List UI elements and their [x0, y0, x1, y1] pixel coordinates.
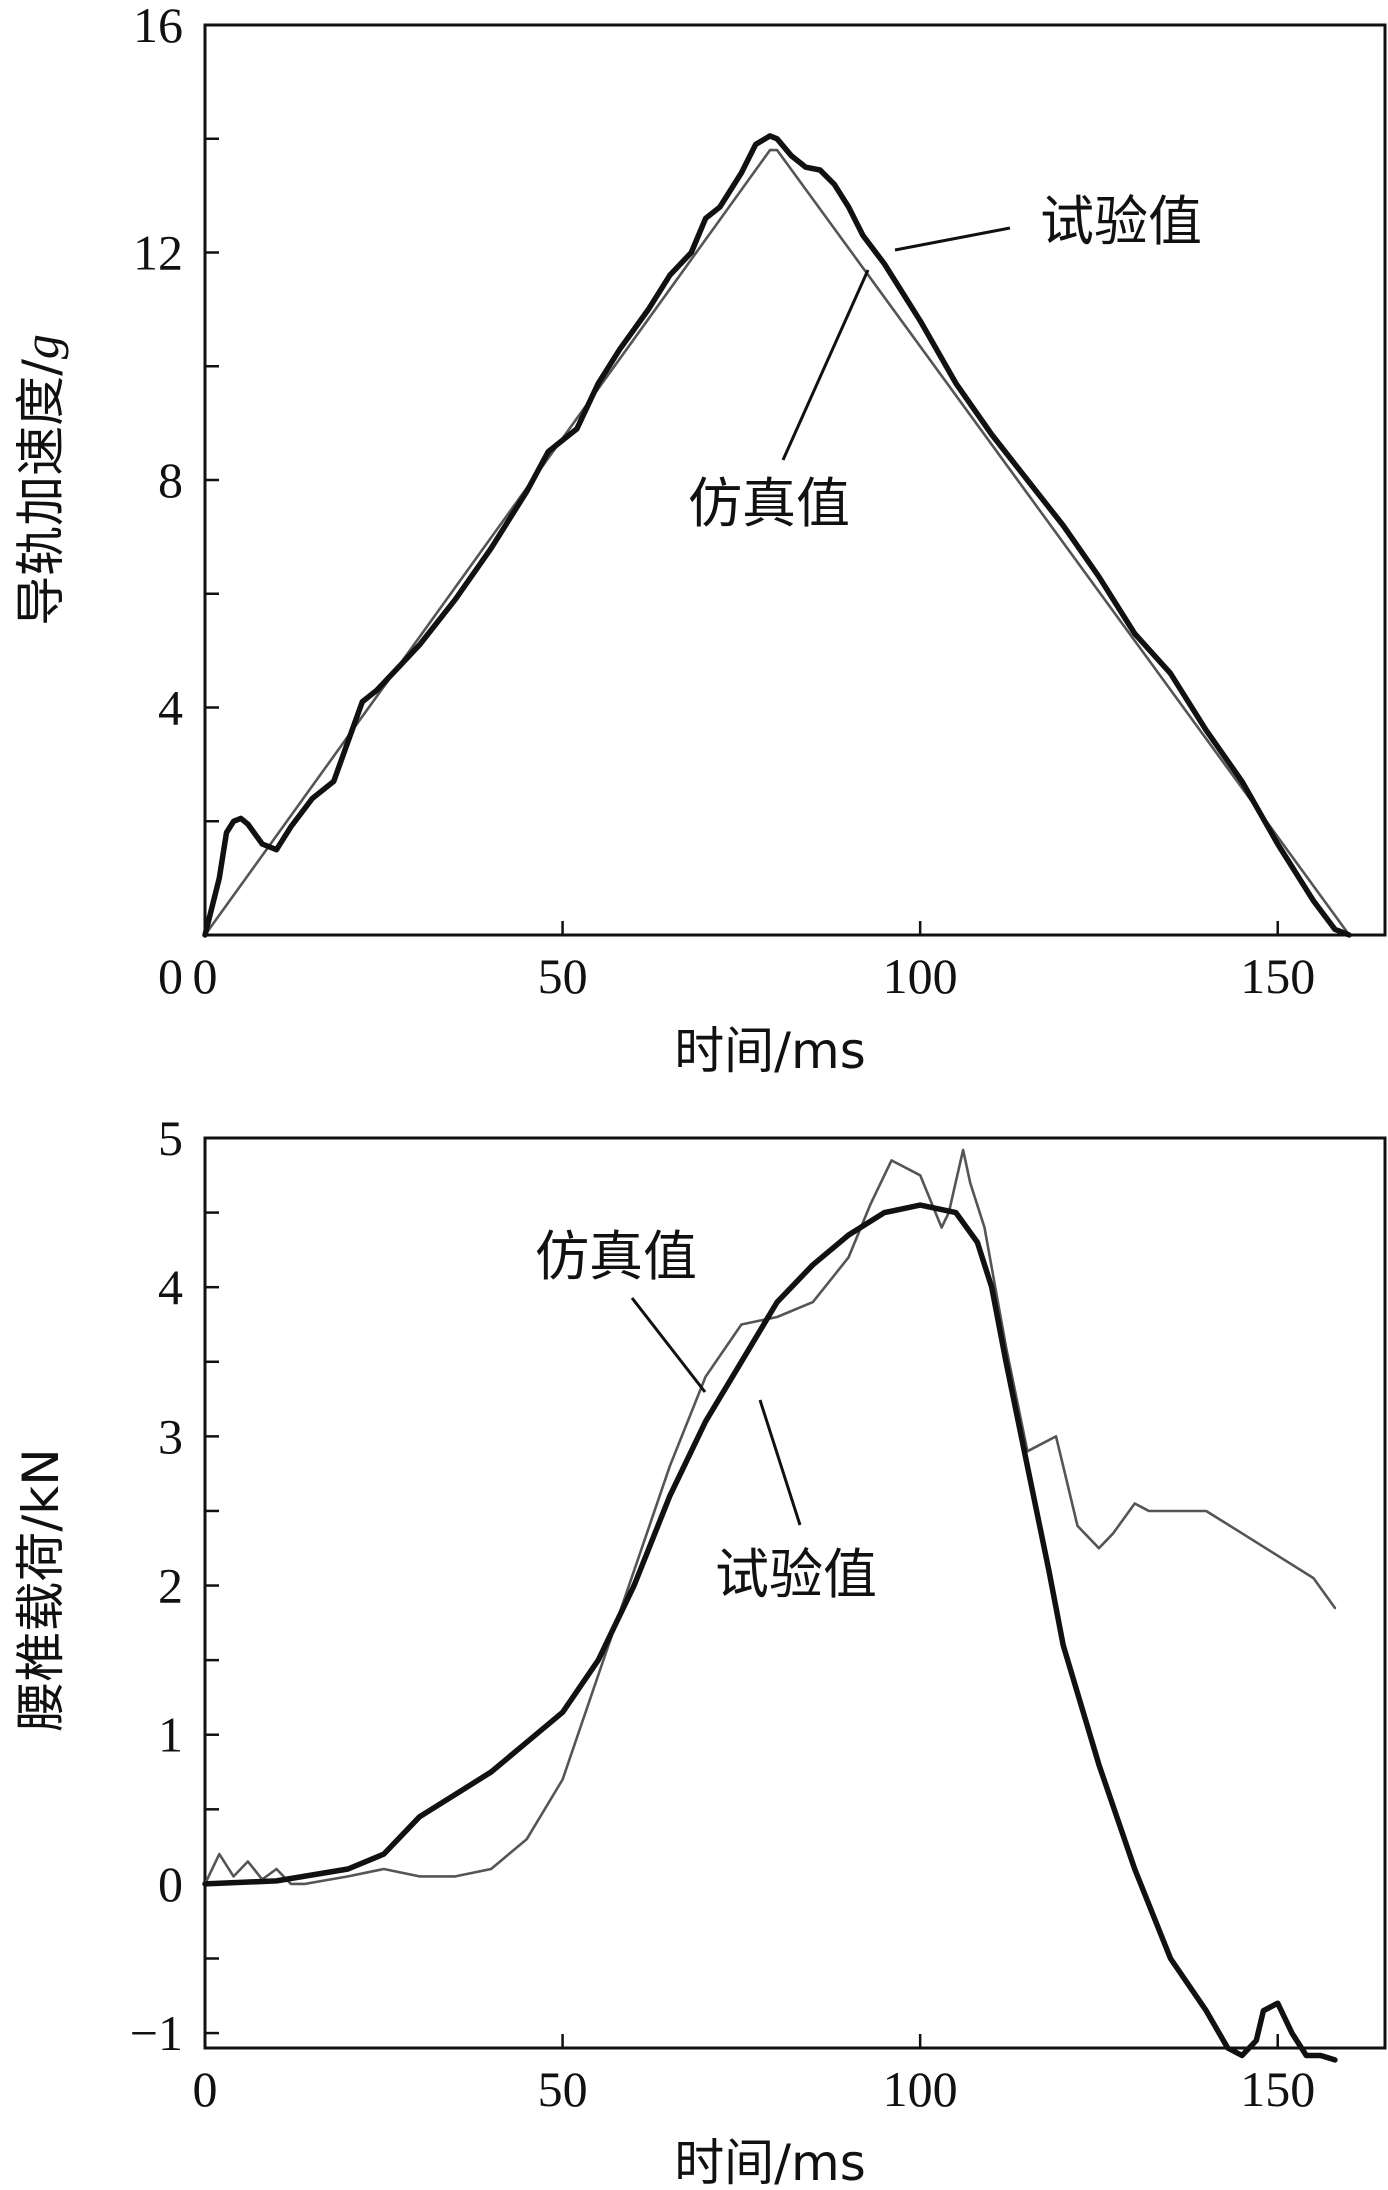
y-tick-label: 8 [158, 452, 183, 508]
x-tick-label: 100 [883, 948, 958, 1004]
tick-labels: 0 50 100 150 4 8 12 16 0 [133, 0, 1315, 1004]
y-tick-label: 2 [158, 1558, 183, 1614]
leader-line-test [894, 226, 1011, 252]
annotation-sim: 仿真值 [535, 1225, 707, 1393]
annotation-label-test: 试验值 [715, 1543, 877, 1606]
x-axis-title: 时间/ms [674, 1022, 866, 1080]
x-tick-label: 0 [193, 948, 218, 1004]
leader-line-sim [781, 269, 870, 461]
annotation-test: 试验值 [894, 190, 1202, 253]
y-axis-title: 导轨加速度/g [12, 334, 70, 626]
x-axis-title: 时间/ms [674, 2134, 866, 2190]
x-tick-label: 150 [1240, 2061, 1315, 2117]
acceleration-chart: 0 50 100 150 4 8 12 16 0 试验值 仿真值 时间/ms 导轨加速度/g [12, 0, 1387, 1080]
y-tick-label: 4 [158, 1259, 183, 1315]
y-tick-label: −1 [130, 2005, 183, 2061]
series-line-sim [203, 1148, 1337, 1886]
y-tick-label: 12 [133, 225, 183, 281]
series-line-test [202, 133, 1352, 938]
series-line-sim [203, 148, 1351, 937]
annotation-sim: 仿真值 [688, 269, 870, 535]
y-tick-label: 16 [133, 0, 183, 53]
plot-frame [203, 1136, 1387, 2050]
y-tick-label: 0 [158, 1856, 183, 1912]
leader-line-sim [630, 1297, 707, 1393]
y-tick-label: 1 [158, 1707, 183, 1763]
y-tick-label: 3 [158, 1408, 183, 1464]
x-tick-label: 150 [1240, 948, 1315, 1004]
x-tick-label: 50 [538, 948, 588, 1004]
y-tick-label: 5 [158, 1110, 183, 1166]
series-lines [202, 1148, 1338, 2063]
annotation-label-sim: 仿真值 [688, 472, 850, 535]
series-lines [202, 133, 1352, 938]
leader-line-test [758, 1399, 802, 1526]
annotation-label-test: 试验值 [1040, 190, 1202, 253]
x-tick-label: 50 [538, 2061, 588, 2117]
x-tick-label: 100 [883, 2061, 958, 2117]
y-tick-label: 4 [158, 680, 183, 736]
series-line-test [202, 1202, 1338, 2063]
y-axis-title: 腰椎载荷/kN [12, 1448, 70, 1731]
origin-label: 0 [158, 948, 183, 1004]
tick-marks [203, 23, 1279, 935]
annotation-label-sim: 仿真值 [535, 1225, 697, 1288]
annotation-test: 试验值 [715, 1399, 877, 1606]
x-tick-label: 0 [193, 2061, 218, 2117]
